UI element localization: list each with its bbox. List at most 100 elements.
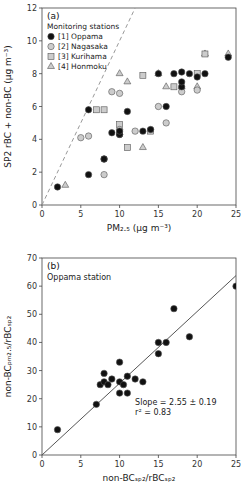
y-tick-label: 20 — [27, 395, 37, 404]
point — [62, 181, 69, 187]
point — [163, 339, 169, 345]
y-tick — [39, 8, 42, 9]
y-tick-label: 70 — [27, 254, 37, 263]
legend-entry: [3] Kurihama — [58, 52, 107, 61]
legend-marker — [48, 54, 54, 60]
point — [124, 373, 130, 379]
point — [109, 130, 115, 136]
point — [85, 107, 91, 113]
point — [233, 283, 236, 289]
point-series — [54, 54, 231, 190]
x-tick-label: 0 — [39, 210, 44, 219]
panel-title: (b) — [47, 261, 60, 271]
y-tick — [39, 106, 42, 107]
legend-marker — [48, 33, 54, 39]
legend-marker — [48, 63, 55, 69]
y-axis-label: non-BCₚₘ₂.₅/rBCₛₚ₂ — [3, 315, 13, 397]
point — [54, 184, 60, 190]
plot-frame — [42, 258, 236, 455]
x-tick-label: 5 — [78, 210, 83, 219]
y-tick-label: 6 — [32, 103, 37, 112]
y-tick — [39, 342, 42, 343]
x-tick — [42, 455, 43, 458]
y-tick-label: 12 — [27, 4, 37, 13]
line — [42, 276, 236, 455]
point — [132, 128, 138, 134]
x-axis-label: non-BCₛₚ₂/rBCₛₚ₂ — [103, 473, 176, 483]
y-tick-label: 10 — [27, 423, 37, 432]
panel: 0510152025010203040506070non-BCₛₚ₂/rBCₛₚ… — [3, 254, 241, 483]
x-tick — [119, 205, 120, 208]
y-tick — [39, 286, 42, 287]
point — [186, 70, 192, 76]
x-tick — [236, 205, 237, 208]
point — [140, 72, 146, 78]
point — [155, 350, 161, 356]
y-tick — [39, 426, 42, 427]
point — [178, 69, 184, 75]
y-tick-label: 8 — [32, 70, 37, 79]
point-series — [93, 51, 208, 151]
x-tick — [197, 205, 198, 208]
point — [101, 156, 107, 162]
ticks: 0510152025010203040506070 — [27, 254, 241, 469]
point — [163, 120, 169, 126]
y-tick — [39, 139, 42, 140]
point — [116, 70, 123, 76]
point — [101, 370, 107, 376]
annotation: Slope = 2.55 ± 0.19r² = 0.83 — [135, 398, 216, 417]
point — [101, 171, 107, 177]
y-tick-label: 0 — [32, 201, 37, 210]
x-tick-label: 10 — [115, 460, 125, 469]
point — [116, 390, 122, 396]
legend-title: Monitoring stations — [47, 22, 119, 31]
point — [85, 171, 91, 177]
point — [93, 401, 99, 407]
point — [225, 54, 231, 60]
point — [120, 381, 126, 387]
legend-entry: [1] Oppama — [58, 32, 103, 41]
y-tick — [39, 205, 42, 206]
x-tick — [80, 205, 81, 208]
point-series — [54, 283, 236, 433]
point — [201, 50, 208, 56]
y-tick-label: 0 — [32, 451, 37, 460]
point — [109, 89, 115, 95]
point — [140, 379, 146, 385]
point — [105, 381, 111, 387]
x-tick — [158, 455, 159, 458]
point — [194, 74, 200, 80]
point — [171, 70, 177, 76]
y-tick — [39, 398, 42, 399]
point — [155, 103, 161, 109]
point — [163, 83, 170, 89]
x-axis-label: PM₂.₅ (μg m⁻³) — [107, 223, 172, 233]
point — [140, 128, 146, 134]
point — [202, 51, 208, 57]
x-tick — [119, 455, 120, 458]
point — [101, 156, 107, 162]
panel-title: (a) — [47, 11, 60, 21]
point — [171, 305, 177, 311]
point — [132, 376, 138, 382]
point — [186, 334, 192, 340]
x-tick — [42, 205, 43, 208]
plot-data — [42, 8, 232, 205]
x-tick — [158, 205, 159, 208]
point — [124, 145, 130, 151]
point — [101, 107, 107, 113]
y-axis-label: SP2 rBC + non-BC (μg m⁻³) — [3, 45, 13, 167]
figure: 0510152025024681012PM₂.₅ (μg m⁻³)SP2 rBC… — [0, 0, 248, 500]
point — [147, 126, 153, 132]
y-tick-label: 50 — [27, 310, 37, 319]
y-tick — [39, 455, 42, 456]
x-tick-label: 5 — [78, 460, 83, 469]
y-tick-label: 4 — [32, 135, 37, 144]
point — [124, 390, 130, 396]
x-tick-label: 25 — [231, 460, 241, 469]
point — [171, 84, 177, 90]
y-tick-label: 30 — [27, 367, 37, 376]
y-tick — [39, 314, 42, 315]
point — [202, 70, 208, 76]
point-series — [78, 87, 201, 178]
